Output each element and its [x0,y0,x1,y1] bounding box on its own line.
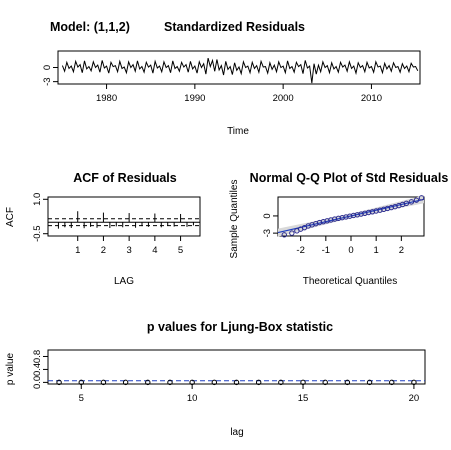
residuals-panel: Model: (1,1,2) Standardized Residuals 19… [42,20,421,137]
qq-point [354,212,360,218]
ljung-point [389,379,395,386]
qq-x-label: Theoretical Quantiles [303,276,398,287]
acf-x-label: LAG [114,276,134,287]
qq-point [408,199,415,205]
ljung-point [278,379,284,386]
ljung-axes: 5 10 15 20 0.00.40.8 [32,350,419,404]
qq-y-tick-label: 0 [262,213,273,218]
qq-point [343,214,349,220]
qq-point [281,232,287,238]
ljung-point [100,379,107,386]
ljung-title: p values for Ljung-Box statistic [147,320,333,334]
ljung-x-label: lag [230,427,243,438]
qq-point [289,230,295,236]
residuals-x-tick-label: 2010 [361,93,382,104]
model-label: Model: (1,1,2) [50,20,130,34]
residuals-y-tick-label: 0 [42,65,53,70]
qq-x-tick-label: 1 [374,245,379,256]
qq-title: Normal Q-Q Plot of Std Residuals [250,171,449,185]
ljung-plot-frame [47,349,426,385]
residuals-x-tick-label: 1990 [184,93,205,104]
residuals-title: Standardized Residuals [164,20,305,34]
acf-y-label: ACF [5,207,16,227]
qq-point [331,216,338,222]
qq-x-tick-label: -1 [322,245,330,256]
acf-panel: ACF of Residuals 1 2 3 4 5 -0.5 1.0 LAG ACF [5,171,201,287]
ljung-x-tick-label: 20 [409,393,420,404]
ljung-point [189,379,195,386]
ljung-marks [48,379,425,386]
qq-point [347,213,353,219]
ljung-point [122,379,129,386]
ljung-point [255,379,262,386]
acf-x-tick-label: 4 [152,245,157,256]
qq-marks [277,195,425,238]
acf-x-tick-label: 3 [126,245,131,256]
qq-point [403,200,410,207]
ljung-point [167,379,173,386]
ljung-x-tick-label: 15 [298,393,309,404]
acf-y-tick-label: -0.5 [32,226,43,242]
ljung-y-label: p value [5,352,16,385]
residuals-x-tick-label: 1980 [96,93,117,104]
ljung-x-tick-label: 10 [187,393,198,404]
qq-x-tick-label: 2 [399,245,404,256]
acf-axes: 1 2 3 4 5 -0.5 1.0 [32,193,183,256]
qq-y-label: Sample Quantiles [229,180,240,259]
ljung-point [78,379,84,386]
qq-point [335,215,342,222]
residuals-x-tick-label: 2000 [273,93,294,104]
acf-marks [48,211,200,229]
qq-point [365,209,372,216]
ljung-point [145,379,151,386]
acf-plot-frame [47,196,201,237]
ljung-point [411,379,417,386]
ljung-panel: p values for Ljung-Box statistic 5 10 15 20… [5,320,426,438]
residuals-series-line [61,57,419,84]
qq-point [350,212,357,219]
acf-y-tick-label: 1.0 [32,193,43,206]
ljung-point [56,379,62,386]
qq-x-tick-label: 0 [348,245,353,256]
ljung-point [211,379,218,386]
qq-panel: Normal Q-Q Plot of Std Residuals -2 -1 0 1 2… [229,171,448,287]
residuals-y-tick-label: -3 [42,77,53,85]
ljung-point [233,379,240,386]
ljung-y-tick-label: 0.0 [32,376,43,389]
ljung-y-tick-label: 0.4 [32,363,43,376]
ljung-y-tick-label: 0.8 [32,350,43,363]
ljung-point [366,379,373,386]
ljung-x-tick-label: 5 [79,393,84,404]
qq-point [339,214,345,221]
ljung-point [322,379,328,386]
qq-axes: -2 -1 0 1 2 -3 0 [262,213,404,256]
ljung-point [344,379,351,386]
acf-x-tick-label: 2 [101,245,106,256]
acf-x-tick-label: 5 [178,245,183,256]
qq-point [418,195,425,201]
ljung-point [300,379,306,386]
residuals-axes: 1980 1990 2000 2010 -3 0 [42,65,382,104]
qq-y-tick-label: -3 [262,229,273,237]
acf-title: ACF of Residuals [73,171,177,185]
acf-x-tick-label: 1 [75,245,80,256]
residuals-x-label: Time [227,126,249,137]
qq-point [358,211,364,217]
qq-point [413,197,420,203]
qq-x-tick-label: -2 [296,245,304,256]
